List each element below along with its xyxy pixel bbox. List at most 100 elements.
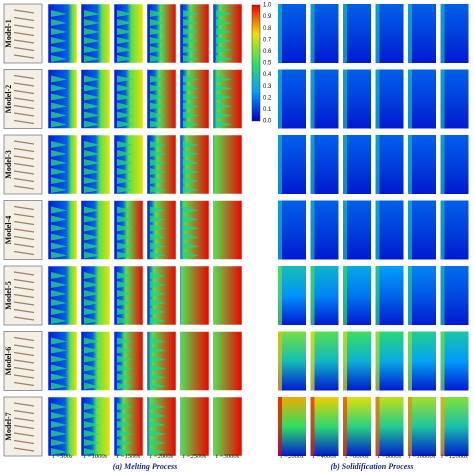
fin — [13, 432, 35, 437]
time-label: t =4000s — [313, 453, 337, 460]
fin-pattern — [183, 84, 199, 92]
solidification-frame — [440, 397, 469, 456]
melting-frame — [212, 331, 243, 391]
fin-pattern — [150, 206, 166, 214]
solidification-edge — [343, 200, 347, 260]
fin-pattern — [117, 430, 133, 437]
fin-pattern — [183, 111, 199, 119]
fin — [13, 147, 35, 153]
fin-pattern — [84, 28, 100, 35]
fin-pattern — [50, 403, 67, 410]
fin-pattern — [150, 159, 166, 166]
colorbar — [251, 4, 261, 122]
fin — [13, 39, 35, 44]
solidification-frame — [310, 69, 339, 129]
solidification-frame — [440, 266, 469, 325]
fin — [13, 278, 35, 284]
fin-pattern — [183, 28, 199, 35]
fin-pattern — [84, 364, 100, 372]
fin-pattern — [50, 412, 67, 419]
fin-pattern — [183, 168, 199, 175]
fin-pattern — [84, 215, 100, 223]
time-label: t =2000s — [280, 453, 304, 460]
fin-pattern — [150, 120, 166, 128]
fin-pattern — [50, 382, 67, 390]
solidification-edge — [440, 200, 445, 260]
fin-pattern — [84, 102, 100, 110]
fin-pattern — [84, 272, 100, 279]
solidification-frame — [343, 200, 371, 260]
fin-pattern — [50, 251, 67, 259]
fin-pattern — [117, 168, 133, 175]
solidification-frame — [278, 397, 306, 456]
fin-pattern — [117, 355, 133, 363]
fin-pattern — [50, 215, 67, 223]
fin-pattern — [50, 317, 67, 324]
fin-pattern — [50, 10, 67, 17]
fin-pattern — [150, 439, 166, 446]
fin-pattern — [50, 19, 67, 26]
fin-pattern — [84, 233, 100, 241]
fin-pattern — [183, 224, 199, 232]
fin-pattern — [183, 120, 199, 128]
fin-pattern — [150, 55, 166, 62]
fin-pattern — [117, 37, 133, 44]
fin-pattern — [50, 186, 67, 193]
fin-pattern — [50, 55, 67, 62]
fin — [13, 424, 35, 430]
fin-pattern — [117, 290, 133, 297]
melting-caption: (a) Melting Process — [113, 462, 177, 471]
solidification-edge — [343, 397, 347, 456]
fin-pattern — [50, 355, 67, 363]
solidification-edge — [343, 4, 347, 63]
fin-pattern — [117, 439, 133, 446]
fin-pattern — [117, 120, 133, 128]
fin-pattern — [50, 111, 67, 119]
fin-pattern — [84, 317, 100, 324]
fin — [13, 336, 35, 342]
solidification-edge — [310, 397, 315, 456]
fin-pattern — [150, 317, 166, 324]
solidification-frame — [440, 69, 469, 129]
fin — [13, 205, 35, 211]
fin-pattern — [117, 28, 133, 35]
fin — [13, 308, 35, 314]
fin-pattern — [117, 84, 133, 92]
fin-pattern — [84, 159, 100, 166]
fin-pattern — [84, 355, 100, 363]
fin-pattern — [84, 308, 100, 315]
fin-pattern — [50, 346, 67, 354]
colorbar-tick-label: 0.6 — [263, 49, 272, 55]
fin-pattern — [117, 337, 133, 345]
solidification-edge — [310, 69, 315, 129]
model-label: Model-3 — [4, 150, 13, 178]
fin-pattern — [117, 186, 133, 193]
fin-pattern — [150, 373, 166, 381]
fin-pattern — [84, 430, 100, 437]
fin-pattern — [117, 403, 133, 410]
model-label: Model-7 — [4, 412, 13, 440]
time-label: t =2500s — [183, 453, 207, 460]
fin — [13, 82, 35, 87]
solidification-frame — [343, 266, 371, 325]
fin-pattern — [117, 93, 133, 101]
colorbar-tick-label: 0.7 — [263, 37, 272, 43]
fin-pattern — [183, 93, 199, 101]
fin — [13, 89, 35, 95]
solidification-frame — [440, 135, 469, 194]
fin-pattern — [84, 421, 100, 428]
fin-pattern — [216, 93, 232, 101]
fin-pattern — [150, 224, 166, 232]
time-label: t =1000s — [84, 453, 108, 460]
fin — [13, 439, 35, 445]
fin-pattern — [216, 102, 232, 110]
fin-pattern — [50, 168, 67, 175]
fin — [13, 344, 35, 349]
fin-pattern — [84, 141, 100, 148]
fin-pattern — [150, 355, 166, 363]
fin-pattern — [117, 206, 133, 214]
fin-pattern — [50, 272, 67, 279]
fin-pattern — [50, 150, 67, 157]
fin — [13, 301, 35, 306]
